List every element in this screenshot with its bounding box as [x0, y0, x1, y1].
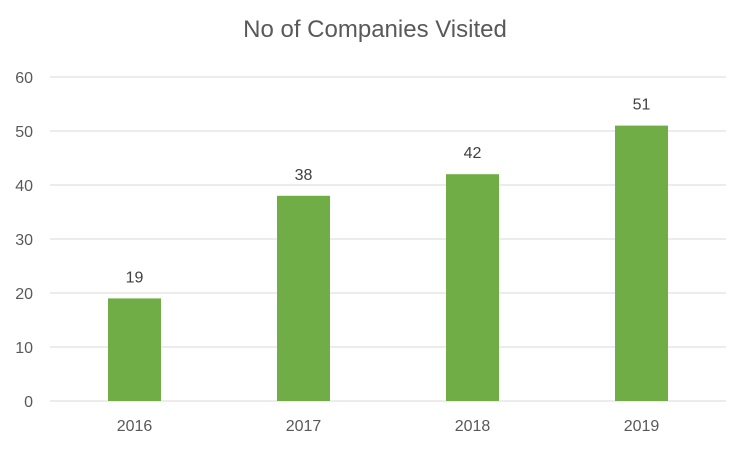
bar-2019 [615, 125, 668, 401]
bar-2017 [277, 195, 330, 401]
data-label-2018: 42 [464, 145, 482, 162]
y-tick-label: 30 [15, 232, 33, 249]
data-label-2016: 19 [126, 269, 144, 286]
y-tick-label: 40 [15, 178, 33, 195]
x-tick-label-2017: 2017 [286, 418, 322, 435]
data-labels: 19 38 42 51 [126, 97, 651, 287]
bar-2016 [108, 298, 161, 401]
bars [108, 125, 668, 401]
y-tick-label: 60 [15, 70, 33, 87]
bar-2018 [446, 174, 499, 401]
x-axis: 2016 2017 2018 2019 [117, 418, 660, 435]
x-tick-label-2019: 2019 [624, 418, 660, 435]
gridlines [50, 76, 726, 402]
data-label-2017: 38 [295, 167, 313, 184]
y-tick-label: 10 [15, 340, 33, 357]
y-tick-label: 0 [24, 394, 33, 411]
x-tick-label-2018: 2018 [455, 418, 491, 435]
data-label-2019: 51 [633, 97, 651, 114]
y-tick-label: 50 [15, 124, 33, 141]
x-tick-label-2016: 2016 [117, 418, 153, 435]
y-tick-label: 20 [15, 286, 33, 303]
chart-title: No of Companies Visited [243, 16, 507, 43]
y-axis: 0 10 20 30 40 50 60 [15, 70, 33, 411]
